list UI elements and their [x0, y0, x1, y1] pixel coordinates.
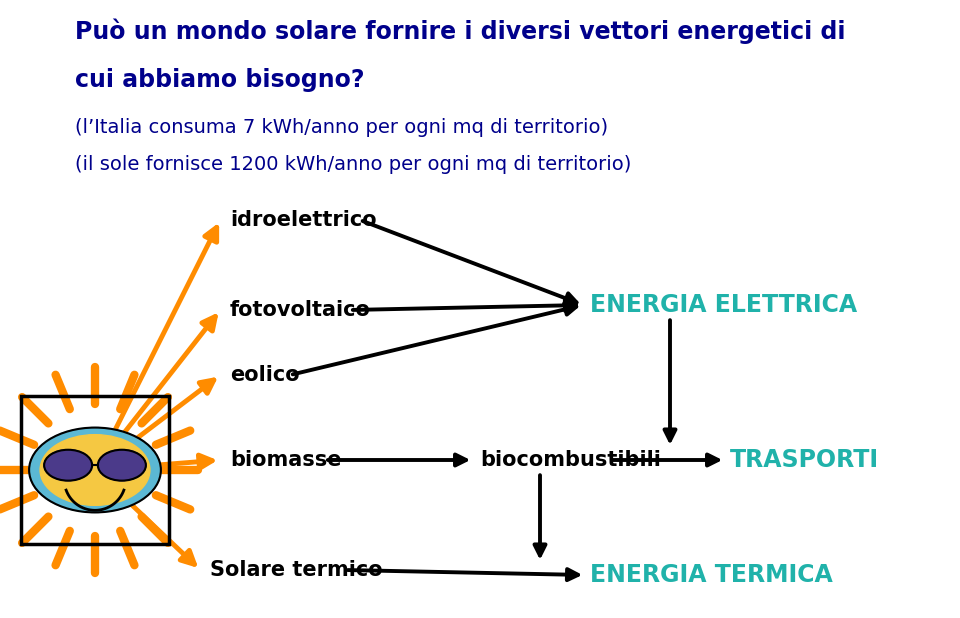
Text: (l’Italia consuma 7 kWh/anno per ogni mq di territorio): (l’Italia consuma 7 kWh/anno per ogni mq…: [75, 118, 608, 137]
Text: ENERGIA TERMICA: ENERGIA TERMICA: [590, 563, 832, 587]
Circle shape: [29, 428, 161, 512]
Text: cui abbiamo bisogno?: cui abbiamo bisogno?: [75, 68, 365, 92]
Text: ENERGIA ELETTRICA: ENERGIA ELETTRICA: [590, 293, 857, 317]
Text: idroelettrico: idroelettrico: [230, 210, 376, 230]
Text: TRASPORTI: TRASPORTI: [730, 448, 879, 472]
Text: (il sole fornisce 1200 kWh/anno per ogni mq di territorio): (il sole fornisce 1200 kWh/anno per ogni…: [75, 155, 632, 174]
Text: Può un mondo solare fornire i diversi vettori energetici di: Può un mondo solare fornire i diversi ve…: [75, 18, 846, 43]
Text: eolico: eolico: [230, 365, 300, 385]
Circle shape: [98, 450, 146, 481]
Circle shape: [40, 434, 150, 506]
Text: fotovoltaico: fotovoltaico: [230, 300, 371, 320]
Circle shape: [44, 450, 92, 481]
Text: biomasse: biomasse: [230, 450, 342, 470]
Text: biocombustibili: biocombustibili: [480, 450, 660, 470]
Text: Solare termico: Solare termico: [210, 560, 383, 580]
